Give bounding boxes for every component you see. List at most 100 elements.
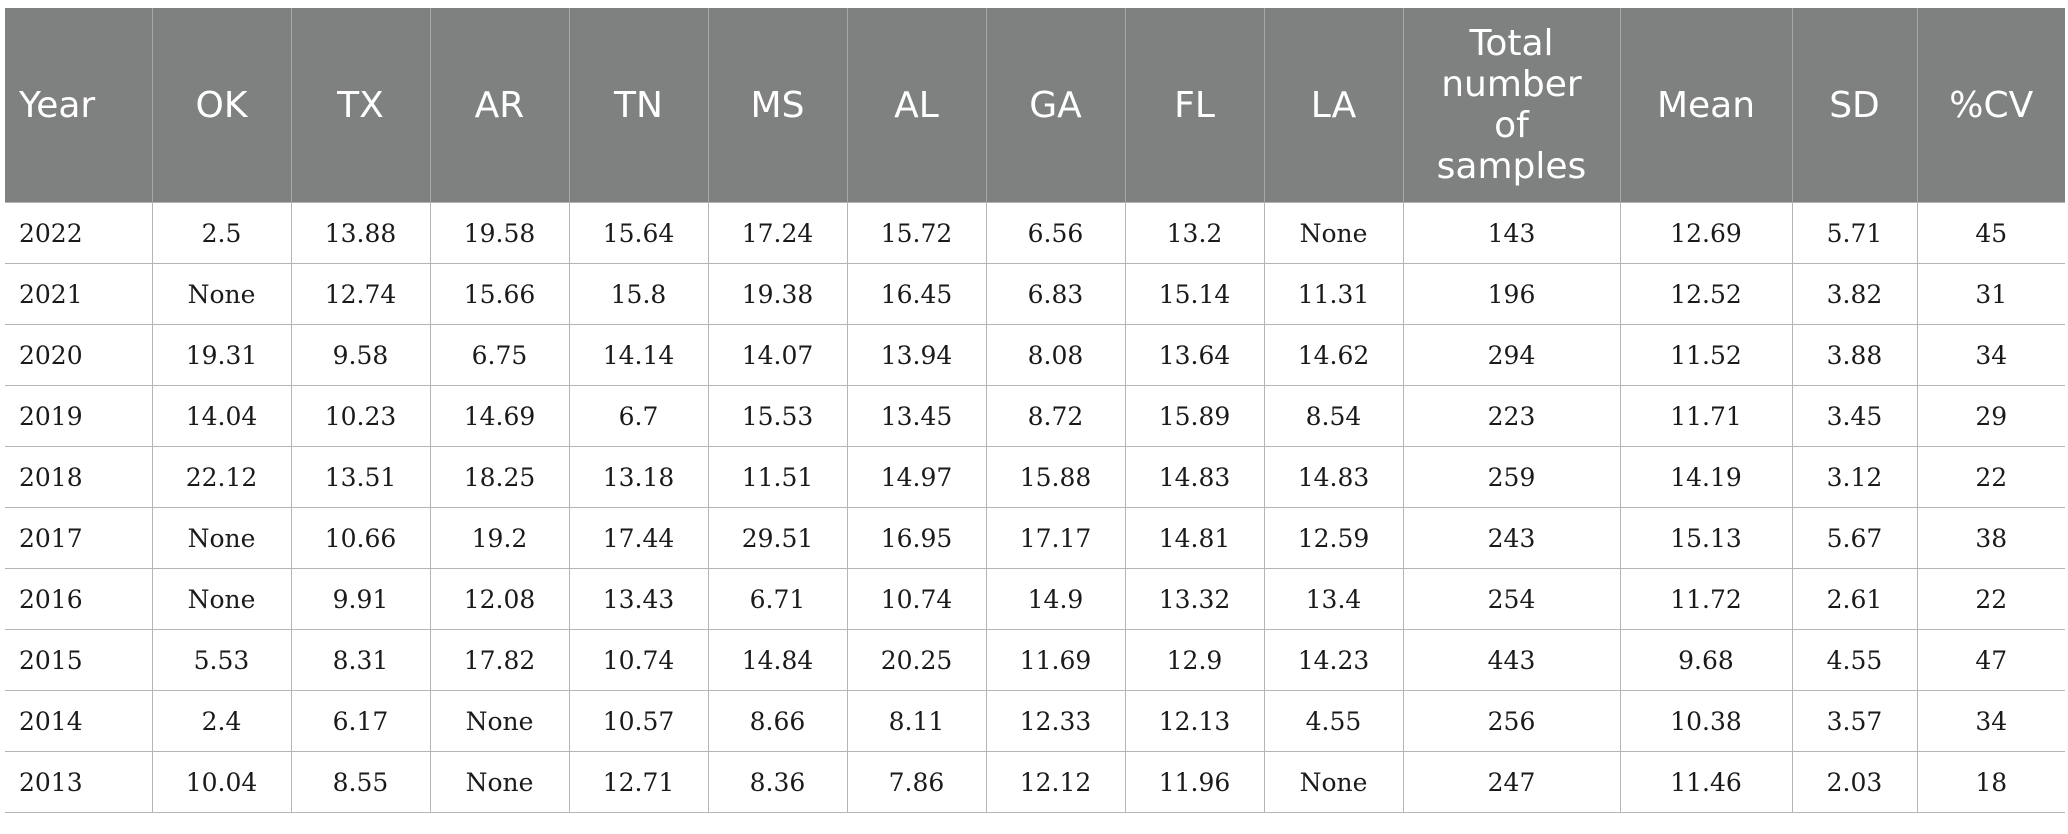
table-cell: 15.64 [569, 202, 709, 264]
column-header: TN [569, 8, 709, 203]
table-cell: 14.97 [847, 446, 987, 508]
table-cell: 19.2 [430, 507, 570, 569]
table-row: 2013 10.04 8.55 None 12.71 8.36 7.86 12.12 11.96… [5, 751, 2065, 813]
table-cell: 6.83 [986, 263, 1126, 325]
column-header: SD [1792, 8, 1918, 203]
table-cell: 2.03 [1792, 751, 1918, 813]
table-cell: 12.13 [1125, 690, 1265, 752]
table-cell: 15.88 [986, 446, 1126, 508]
column-header: AL [847, 8, 987, 203]
table-cell: 12.52 [1620, 263, 1793, 325]
table-cell: None [152, 263, 292, 325]
table-cell: 247 [1403, 751, 1621, 813]
table-cell: None [152, 568, 292, 630]
table-cell: 14.62 [1264, 324, 1404, 386]
table-cell: None [1264, 202, 1404, 264]
table-cell: 9.91 [291, 568, 431, 630]
table-cell: 12.33 [986, 690, 1126, 752]
table-cell: 8.36 [708, 751, 848, 813]
table-cell: 11.51 [708, 446, 848, 508]
table-cell: 15.72 [847, 202, 987, 264]
table-cell: 3.12 [1792, 446, 1918, 508]
table-cell: 12.08 [430, 568, 570, 630]
table-cell: 6.75 [430, 324, 570, 386]
column-header: %CV [1917, 8, 2065, 203]
data-table-container: Year OK TX AR TN MS AL GA FL LA Total number of sa… [5, 8, 2065, 813]
table-row: 2021 None 12.74 15.66 15.8 19.38 16.45 6.83 15.1… [5, 263, 2065, 325]
table-cell: 31 [1917, 263, 2065, 325]
table-cell: 11.71 [1620, 385, 1793, 447]
table-cell: 17.17 [986, 507, 1126, 569]
table-row: 2014 2.4 6.17 None 10.57 8.66 8.11 12.33 12.13 4.… [5, 690, 2065, 752]
table-cell: 14.81 [1125, 507, 1265, 569]
table-cell: 8.11 [847, 690, 987, 752]
table-cell: 2.61 [1792, 568, 1918, 630]
table-cell: 13.51 [291, 446, 431, 508]
table-cell: 256 [1403, 690, 1621, 752]
header-row: Year OK TX AR TN MS AL GA FL LA Total number of sa… [5, 8, 2065, 203]
table-cell: 14.9 [986, 568, 1126, 630]
table-cell: 29.51 [708, 507, 848, 569]
table-cell: 45 [1917, 202, 2065, 264]
table-cell: 22 [1917, 446, 2065, 508]
table-cell: 10.38 [1620, 690, 1793, 752]
table-cell: 6.7 [569, 385, 709, 447]
table-cell: 17.44 [569, 507, 709, 569]
table-cell: 34 [1917, 324, 2065, 386]
year-cell: 2014 [5, 690, 153, 752]
table-cell: 11.52 [1620, 324, 1793, 386]
table-cell: 15.8 [569, 263, 709, 325]
table-cell: 6.56 [986, 202, 1126, 264]
table-cell: 8.08 [986, 324, 1126, 386]
table-cell: 143 [1403, 202, 1621, 264]
table-cell: 6.71 [708, 568, 848, 630]
table-cell: 2.4 [152, 690, 292, 752]
table-cell: 11.69 [986, 629, 1126, 691]
table-cell: 14.19 [1620, 446, 1793, 508]
table-cell: 14.84 [708, 629, 848, 691]
table-cell: 4.55 [1264, 690, 1404, 752]
table-cell: 3.57 [1792, 690, 1918, 752]
table-cell: 14.23 [1264, 629, 1404, 691]
table-cell: 13.88 [291, 202, 431, 264]
column-header: GA [986, 8, 1126, 203]
table-cell: 196 [1403, 263, 1621, 325]
table-cell: 13.45 [847, 385, 987, 447]
table-cell: 5.67 [1792, 507, 1918, 569]
table-cell: 19.31 [152, 324, 292, 386]
table-cell: 13.2 [1125, 202, 1265, 264]
table-cell: None [1264, 751, 1404, 813]
table-cell: 19.58 [430, 202, 570, 264]
table-cell: 17.24 [708, 202, 848, 264]
table-cell: 22 [1917, 568, 2065, 630]
table-cell: 13.32 [1125, 568, 1265, 630]
year-cell: 2018 [5, 446, 153, 508]
table-cell: 38 [1917, 507, 2065, 569]
table-cell: 294 [1403, 324, 1621, 386]
table-cell: 15.13 [1620, 507, 1793, 569]
table-cell: 11.31 [1264, 263, 1404, 325]
table-cell: 12.71 [569, 751, 709, 813]
table-cell: 14.14 [569, 324, 709, 386]
year-cell: 2021 [5, 263, 153, 325]
table-cell: 10.23 [291, 385, 431, 447]
table-cell: 5.71 [1792, 202, 1918, 264]
table-row: 2015 5.53 8.31 17.82 10.74 14.84 20.25 11.69 12.… [5, 629, 2065, 691]
table-cell: 20.25 [847, 629, 987, 691]
table-row: 2018 22.12 13.51 18.25 13.18 11.51 14.97 15.88 1… [5, 446, 2065, 508]
year-cell: 2015 [5, 629, 153, 691]
table-row: 2016 None 9.91 12.08 13.43 6.71 10.74 14.9 13.32… [5, 568, 2065, 630]
table-cell: 8.55 [291, 751, 431, 813]
table-cell: 47 [1917, 629, 2065, 691]
column-header: Total number of samples [1403, 8, 1621, 203]
table-cell: 8.66 [708, 690, 848, 752]
table-row: 2019 14.04 10.23 14.69 6.7 15.53 13.45 8.72 15.8… [5, 385, 2065, 447]
table-cell: 6.17 [291, 690, 431, 752]
table-cell: 9.58 [291, 324, 431, 386]
table-cell: 14.04 [152, 385, 292, 447]
table-cell: 12.59 [1264, 507, 1404, 569]
table-cell: 259 [1403, 446, 1621, 508]
table-cell: None [430, 751, 570, 813]
table-cell: 13.64 [1125, 324, 1265, 386]
table-cell: 8.72 [986, 385, 1126, 447]
